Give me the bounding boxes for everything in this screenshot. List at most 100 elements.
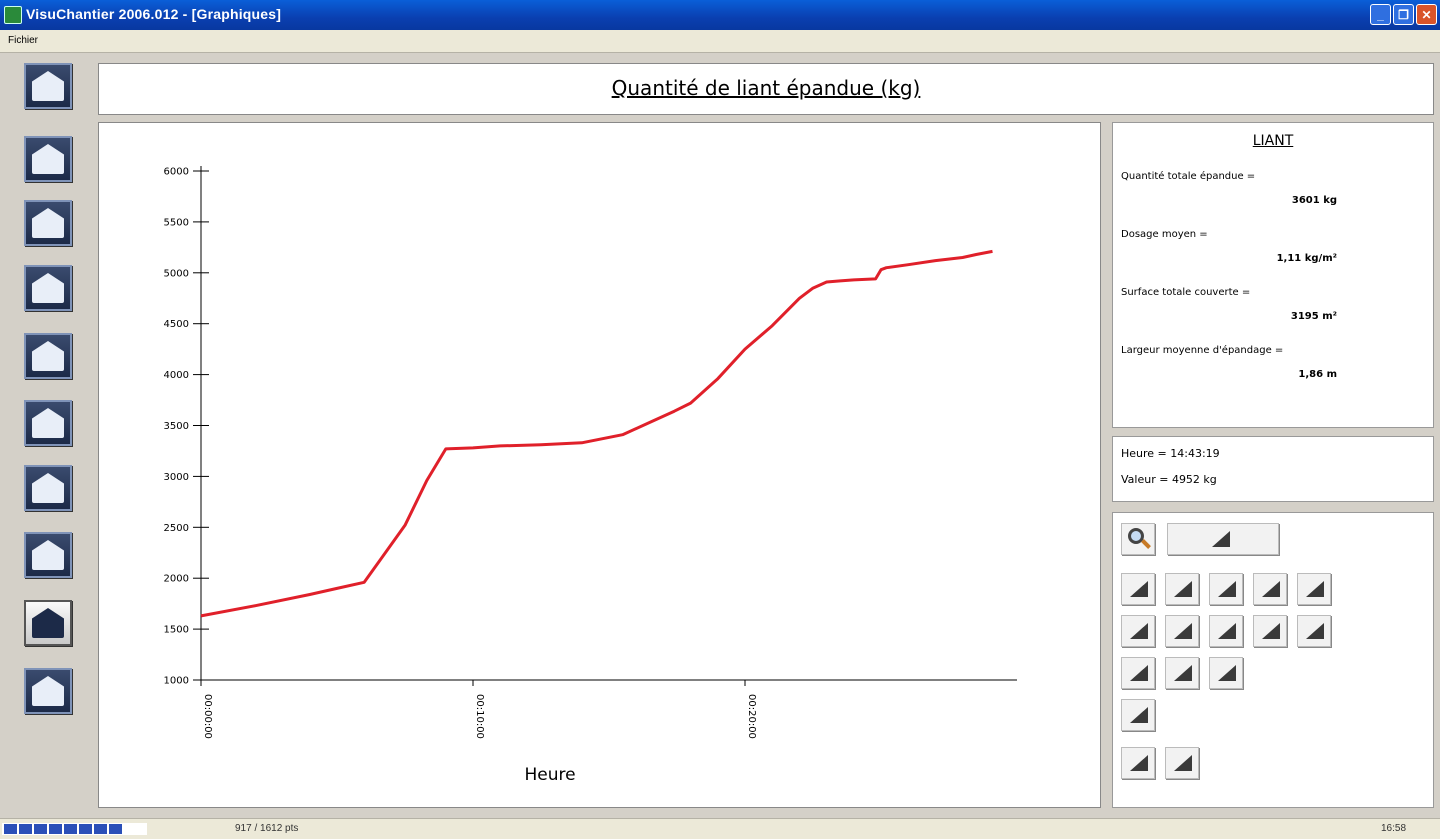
zoom-button[interactable]: [1121, 523, 1155, 555]
progress-block: [49, 824, 62, 834]
tool-icon: [1262, 581, 1280, 597]
y-tick-label: 2000: [164, 574, 189, 585]
tool-12-button[interactable]: [1165, 657, 1199, 689]
minimize-button[interactable]: _: [1370, 4, 1391, 25]
truck-button[interactable]: [24, 465, 72, 511]
restore-button[interactable]: ❐: [1393, 4, 1414, 25]
tool-7-button[interactable]: [1165, 615, 1199, 647]
menu-fichier[interactable]: Fichier: [8, 35, 39, 46]
y-tick-label: 1000: [164, 676, 189, 687]
tool-icon: [1174, 581, 1192, 597]
status-bar: 917 / 1612 pts 16:58: [0, 818, 1440, 839]
close-button[interactable]: ✕: [1416, 4, 1437, 25]
tool-6-button[interactable]: [1121, 615, 1155, 647]
export-icon: [32, 676, 64, 706]
info-heading: LIANT: [1252, 133, 1294, 149]
tool-8-button[interactable]: [1209, 615, 1243, 647]
sidebar: [0, 53, 92, 813]
settings-button[interactable]: [24, 400, 72, 446]
tool-icon: [1174, 623, 1192, 639]
monitor-icon: [32, 273, 64, 303]
y-tick-label: 5000: [164, 268, 189, 279]
y-tick-label: 1500: [164, 625, 189, 636]
map-icon: [32, 540, 64, 570]
info-label-quantite: Quantité totale épandue =: [1121, 171, 1256, 182]
export-button[interactable]: [24, 668, 72, 714]
info-value-dosage: 1,11 kg/m²: [1276, 253, 1337, 264]
window-title: VisuChantier 2006.012 - [Graphiques]: [26, 6, 282, 22]
tool-2-button[interactable]: [1165, 573, 1199, 605]
tool-icon: [1218, 581, 1236, 597]
menu-bar: Fichier: [0, 30, 1440, 53]
tool-3-button[interactable]: [1209, 573, 1243, 605]
tool-5-button[interactable]: [1297, 573, 1331, 605]
home-button[interactable]: [24, 63, 72, 109]
device-button[interactable]: [24, 136, 72, 182]
cursor-heure: Heure = 14:43:19: [1121, 447, 1220, 460]
info-value-quantite: 3601 kg: [1291, 195, 1337, 206]
info-label-surface: Surface totale couverte =: [1121, 287, 1251, 298]
tool-icon: [1218, 665, 1236, 681]
y-tick-label: 3000: [164, 472, 189, 483]
tool-10-button[interactable]: [1297, 615, 1331, 647]
x-tick-label: 00:10:00: [474, 694, 485, 739]
magnifier-icon: [1128, 528, 1144, 544]
y-tick-label: 4000: [164, 370, 189, 381]
info-value-largeur: 1,86 m: [1298, 369, 1337, 380]
print-button[interactable]: [24, 333, 72, 379]
tool-icon: [1130, 581, 1148, 597]
tool-icon: [1218, 623, 1236, 639]
print-icon: [32, 341, 64, 371]
timer-button[interactable]: [1121, 747, 1155, 779]
home-icon: [32, 71, 64, 101]
progress-block: [34, 824, 47, 834]
range-icon: [1212, 531, 1230, 547]
cursor-readout-panel: Heure = 14:43:19 Valeur = 4952 kg: [1112, 436, 1434, 502]
info-label-largeur: Largeur moyenne d'épandage =: [1121, 345, 1284, 356]
y-tick-label: 3500: [164, 421, 189, 432]
title-bar: VisuChantier 2006.012 - [Graphiques] _ ❐…: [0, 0, 1440, 30]
tool-4-button[interactable]: [1253, 573, 1287, 605]
graph-button[interactable]: [24, 600, 72, 646]
truck-icon: [32, 473, 64, 503]
monitor-button[interactable]: [24, 265, 72, 311]
y-tick-label: 6000: [164, 167, 189, 178]
app-icon: [4, 6, 22, 24]
status-time: 16:58: [1381, 823, 1407, 834]
progress-bar: [2, 823, 147, 835]
x-tick-label: 00:00:00: [202, 694, 213, 739]
progress-block: [19, 824, 32, 834]
progress-block: [64, 824, 77, 834]
progress-block: [109, 824, 122, 834]
progress-block: [79, 824, 92, 834]
timer-icon: [1130, 755, 1148, 771]
info-panel: LIANT Quantité totale épandue = 3601 kg …: [1112, 122, 1434, 428]
tool-9-button[interactable]: [1253, 615, 1287, 647]
progress-block: [4, 824, 17, 834]
chart-panel: 1000 1500 2000 2500 3000 3500 4000 4500 5000 5500…: [98, 122, 1101, 808]
info-value-surface: 3195 m²: [1290, 311, 1337, 322]
line-chart[interactable]: 1000 1500 2000 2500 3000 3500 4000 4500 5000 5500…: [99, 123, 1102, 809]
tool-icon: [1306, 581, 1324, 597]
tool-icon: [1262, 623, 1280, 639]
y-tick-label: 4500: [164, 319, 189, 330]
tool-11-button[interactable]: [1121, 657, 1155, 689]
device-icon: [32, 144, 64, 174]
chart-title-panel: Quantité de liant épandue (kg): [98, 63, 1434, 115]
tool-icon: [1130, 707, 1148, 723]
folder-button[interactable]: [24, 200, 72, 246]
x-axis-label: Heure: [524, 765, 575, 785]
zoom-range-button[interactable]: [1167, 523, 1279, 555]
tool-16-button[interactable]: [1165, 747, 1199, 779]
chart-title: Quantité de liant épandue (kg): [611, 76, 921, 100]
status-count: 917 / 1612 pts: [235, 823, 299, 834]
cursor-valeur: Valeur = 4952 kg: [1121, 473, 1217, 486]
tool-icon: [1130, 623, 1148, 639]
tool-14-button[interactable]: [1121, 699, 1155, 731]
folder-icon: [32, 208, 64, 238]
tool-1-button[interactable]: [1121, 573, 1155, 605]
tool-13-button[interactable]: [1209, 657, 1243, 689]
x-tick-label: 00:20:00: [746, 694, 757, 739]
tool-icon: [1130, 665, 1148, 681]
map-button[interactable]: [24, 532, 72, 578]
